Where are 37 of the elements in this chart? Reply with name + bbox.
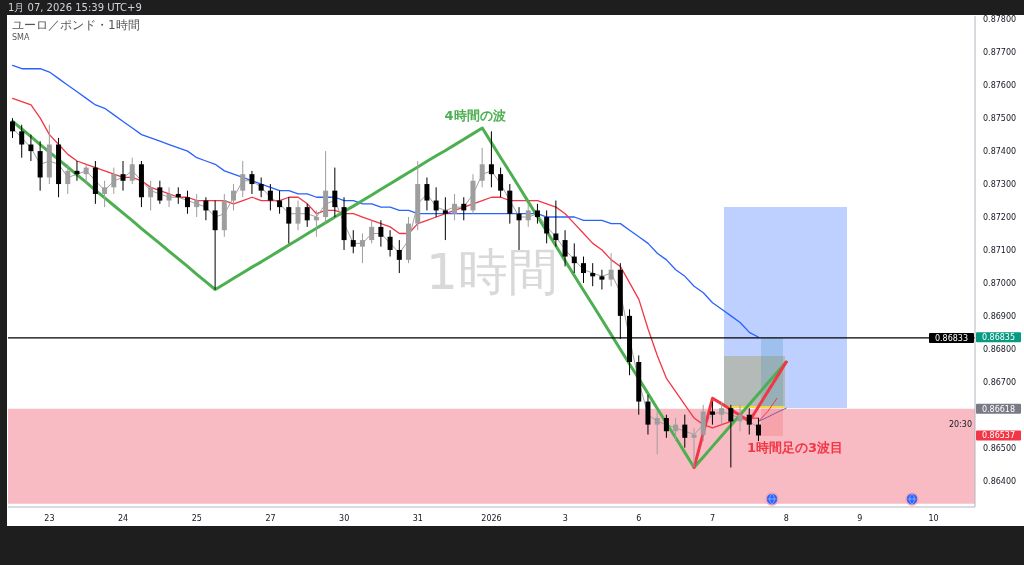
x-tick-label: 30 (339, 513, 350, 523)
ref-line-label: 0.86833 (934, 333, 969, 343)
y-tick-label: 0.87500 (983, 114, 1017, 124)
annotation: 4時間の波 (444, 108, 507, 123)
y-tick-label: 0.86400 (983, 476, 1017, 486)
y-tick-label: 0.86618 (981, 404, 1016, 414)
y-tick-label: 0.87000 (983, 278, 1017, 288)
y-tick-label: 0.87800 (983, 15, 1017, 25)
x-tick-label: 6 (636, 513, 642, 523)
x-tick-label: 10 (928, 513, 939, 523)
y-tick-label: 0.87700 (983, 48, 1017, 58)
y-tick-label: 0.87400 (983, 147, 1017, 157)
y-tick-label: 0.86835 (981, 333, 1016, 343)
x-tick-label: 2026 (481, 513, 502, 523)
x-tick-label: 27 (265, 513, 276, 523)
y-tick-label: 0.87600 (983, 81, 1017, 91)
annotation: 1時間足の3波目 (747, 440, 844, 455)
x-tick-label: 3 (562, 513, 568, 523)
x-tick-label: 7 (709, 513, 716, 523)
x-tick-label: 9 (857, 513, 863, 523)
y-tick-label: 0.87100 (983, 245, 1017, 255)
y-tick-label: 0.86900 (983, 311, 1017, 321)
x-tick-label: 31 (412, 513, 423, 523)
y-tick-label: 0.86700 (983, 377, 1017, 387)
text: 1月 07, 2026 15:39 UTC+9 (8, 2, 142, 13)
annotation: 20:30 (948, 420, 972, 429)
annotation: SMA (12, 33, 30, 42)
y-tick-label: 0.86800 (983, 344, 1017, 354)
x-tick-label: 25 (191, 513, 202, 523)
chart-title: ユーロ／ポンド・1時間 (12, 18, 140, 32)
x-tick-label: 24 (118, 513, 129, 523)
x-tick-label: 23 (44, 513, 55, 523)
y-tick-label: 0.87300 (983, 180, 1017, 190)
y-tick-label: 0.86537 (981, 431, 1016, 441)
x-tick-label: 8 (783, 513, 789, 523)
y-tick-label: 0.86500 (983, 443, 1017, 453)
y-tick-label: 0.87200 (983, 213, 1017, 223)
